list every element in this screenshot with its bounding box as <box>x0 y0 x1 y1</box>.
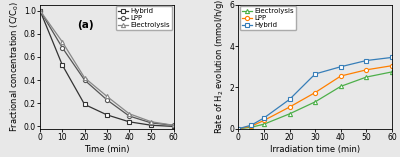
LPP <box>38 10 42 11</box>
Hybrid <box>313 73 318 75</box>
Line: Hybrid: Hybrid <box>38 8 176 129</box>
Text: (a): (a) <box>78 20 94 30</box>
Hybrid <box>249 124 254 126</box>
LPP <box>127 115 132 117</box>
Y-axis label: Fractional concentration (C/C$_0$): Fractional concentration (C/C$_0$) <box>8 1 21 132</box>
Hybrid <box>287 98 292 100</box>
LPP <box>82 79 87 81</box>
Electrolysis <box>38 10 42 11</box>
Line: LPP: LPP <box>236 64 394 131</box>
Hybrid <box>171 125 176 127</box>
Hybrid <box>262 117 266 119</box>
Hybrid <box>338 66 343 68</box>
Hybrid <box>364 60 369 62</box>
Electrolysis <box>127 113 132 115</box>
LPP <box>60 47 65 49</box>
X-axis label: Time (min): Time (min) <box>84 145 130 154</box>
LPP <box>338 75 343 77</box>
Hybrid <box>236 128 241 130</box>
Electrolysis <box>262 123 266 125</box>
Electrolysis <box>364 76 369 78</box>
Electrolysis <box>82 77 87 79</box>
Electrolysis <box>390 71 394 73</box>
LPP <box>149 122 154 124</box>
Electrolysis <box>338 85 343 87</box>
LPP <box>171 124 176 126</box>
X-axis label: Irradiation time (min): Irradiation time (min) <box>270 145 360 154</box>
Hybrid <box>104 114 109 116</box>
Hybrid <box>149 124 154 126</box>
Electrolysis <box>60 41 65 43</box>
Electrolysis <box>236 128 241 130</box>
Electrolysis <box>171 124 176 126</box>
Hybrid <box>38 10 42 11</box>
Hybrid <box>127 121 132 123</box>
Line: Electrolysis: Electrolysis <box>38 8 176 127</box>
Legend: Hybrid, LPP, Electrolysis: Hybrid, LPP, Electrolysis <box>116 6 172 30</box>
LPP <box>262 119 266 121</box>
Electrolysis <box>149 121 154 123</box>
Electrolysis <box>313 101 318 103</box>
LPP <box>249 125 254 127</box>
LPP <box>313 92 318 94</box>
Hybrid <box>60 64 65 66</box>
Text: (b): (b) <box>248 11 264 21</box>
Electrolysis <box>287 113 292 115</box>
Hybrid <box>82 103 87 105</box>
LPP <box>364 69 369 71</box>
LPP <box>236 128 241 130</box>
Hybrid <box>390 57 394 58</box>
Electrolysis <box>104 95 109 97</box>
LPP <box>104 99 109 101</box>
Electrolysis <box>249 126 254 128</box>
Line: Hybrid: Hybrid <box>236 55 394 131</box>
Y-axis label: Rate of H$_2$ evolution (mmol/h/g): Rate of H$_2$ evolution (mmol/h/g) <box>214 0 226 134</box>
LPP <box>390 65 394 67</box>
LPP <box>287 106 292 108</box>
Line: LPP: LPP <box>38 8 176 127</box>
Legend: Electrolysis, LPP, Hybrid: Electrolysis, LPP, Hybrid <box>240 6 296 30</box>
Line: Electrolysis: Electrolysis <box>236 70 394 131</box>
